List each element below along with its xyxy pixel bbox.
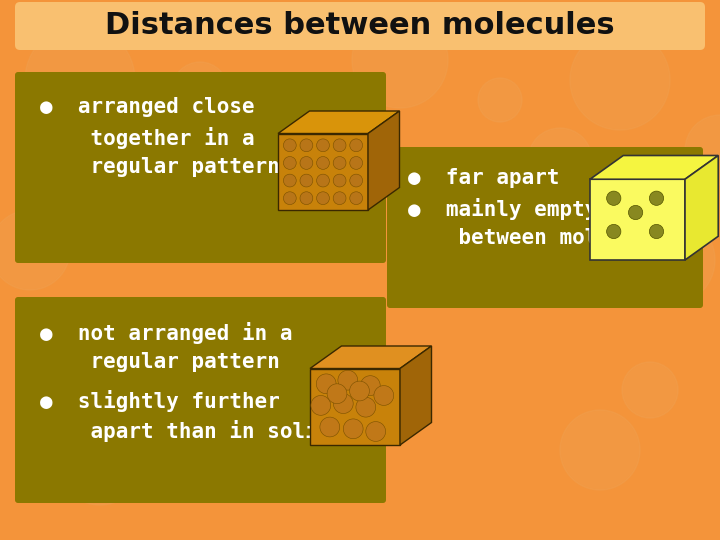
Polygon shape <box>310 346 431 368</box>
Circle shape <box>333 157 346 170</box>
Text: Distances between molecules: Distances between molecules <box>105 11 615 40</box>
Circle shape <box>300 139 312 152</box>
Text: ●  not arranged in a: ● not arranged in a <box>40 322 292 344</box>
Circle shape <box>356 397 376 417</box>
Circle shape <box>55 415 145 505</box>
Circle shape <box>528 128 592 192</box>
FancyBboxPatch shape <box>387 147 703 308</box>
Circle shape <box>317 157 330 170</box>
Polygon shape <box>400 346 431 445</box>
Circle shape <box>350 192 363 205</box>
Polygon shape <box>368 111 400 210</box>
Circle shape <box>311 395 330 415</box>
Circle shape <box>333 394 354 414</box>
Circle shape <box>350 381 369 401</box>
Circle shape <box>649 191 664 205</box>
Text: regular pattern: regular pattern <box>40 352 280 372</box>
Circle shape <box>300 192 312 205</box>
Circle shape <box>317 192 330 205</box>
Circle shape <box>607 225 621 239</box>
Circle shape <box>338 370 358 390</box>
Circle shape <box>300 157 312 170</box>
Circle shape <box>649 225 664 239</box>
Circle shape <box>317 139 330 152</box>
Circle shape <box>327 384 347 403</box>
Polygon shape <box>590 156 719 179</box>
Circle shape <box>0 210 70 290</box>
Text: apart than in solid: apart than in solid <box>40 420 330 442</box>
Text: ●  far apart: ● far apart <box>408 168 559 188</box>
Polygon shape <box>590 179 685 260</box>
Circle shape <box>25 25 135 135</box>
FancyBboxPatch shape <box>15 297 386 503</box>
Text: ●  arranged close: ● arranged close <box>40 97 255 117</box>
Circle shape <box>333 192 346 205</box>
Circle shape <box>374 386 394 406</box>
Text: together in a: together in a <box>40 127 255 149</box>
Circle shape <box>284 174 296 187</box>
Circle shape <box>478 78 522 122</box>
Circle shape <box>350 157 363 170</box>
Circle shape <box>625 215 715 305</box>
Polygon shape <box>278 133 368 210</box>
Circle shape <box>350 139 363 152</box>
Text: between molecules: between molecules <box>408 228 673 248</box>
Circle shape <box>316 374 336 394</box>
Polygon shape <box>278 111 400 133</box>
Circle shape <box>333 139 346 152</box>
Circle shape <box>685 115 720 185</box>
Circle shape <box>317 174 330 187</box>
Circle shape <box>320 417 340 437</box>
Text: ●  slightly further: ● slightly further <box>40 390 280 412</box>
Circle shape <box>607 191 621 205</box>
Circle shape <box>330 440 370 480</box>
Circle shape <box>352 12 448 108</box>
Circle shape <box>333 174 346 187</box>
Circle shape <box>343 419 363 438</box>
Circle shape <box>284 157 296 170</box>
Polygon shape <box>685 156 719 260</box>
Circle shape <box>366 422 386 441</box>
Circle shape <box>570 30 670 130</box>
Polygon shape <box>310 368 400 445</box>
Circle shape <box>560 410 640 490</box>
Circle shape <box>300 174 312 187</box>
Circle shape <box>622 362 678 418</box>
Circle shape <box>284 192 296 205</box>
Circle shape <box>361 376 380 395</box>
Circle shape <box>122 132 198 208</box>
Text: ●  mainly empty space: ● mainly empty space <box>408 198 673 220</box>
Text: regular pattern: regular pattern <box>40 157 280 177</box>
Circle shape <box>28 348 92 412</box>
FancyBboxPatch shape <box>15 2 705 50</box>
Circle shape <box>172 62 228 118</box>
Circle shape <box>350 174 363 187</box>
FancyBboxPatch shape <box>15 72 386 263</box>
Circle shape <box>629 205 643 220</box>
Circle shape <box>284 139 296 152</box>
